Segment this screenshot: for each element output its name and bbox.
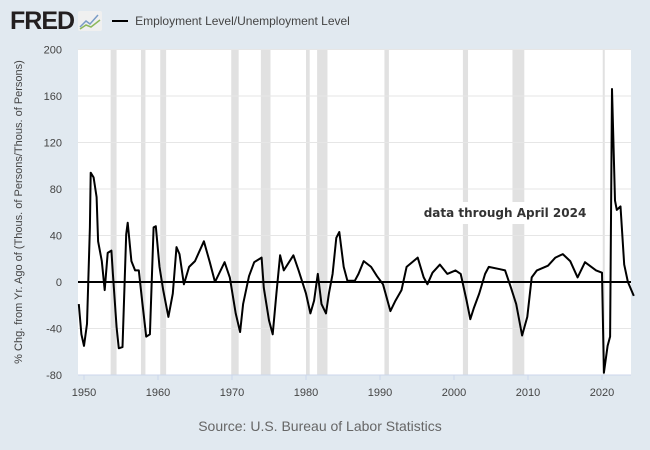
- annotation-text: data through April 2024: [424, 206, 587, 220]
- legend-label: Employment Level/Unemployment Level: [135, 14, 350, 28]
- recession-band: [231, 49, 239, 375]
- recession-band: [260, 49, 271, 375]
- y-tick-label: 80: [50, 184, 62, 196]
- recession-band: [384, 49, 389, 375]
- recession-band: [306, 49, 310, 375]
- x-tick-label: 1980: [294, 387, 318, 399]
- y-tick-label: 40: [50, 231, 62, 243]
- recession-band: [317, 49, 328, 375]
- x-tick-label: 1960: [146, 387, 170, 399]
- x-tick-label: 2010: [516, 387, 540, 399]
- chart-header: FRED Employment Level/Unemployment Level: [10, 6, 350, 36]
- annotation-bg: [428, 202, 583, 224]
- x-tick-label: 1950: [72, 387, 96, 399]
- y-tick-label: 160: [44, 91, 62, 103]
- y-tick-label: 120: [44, 138, 62, 150]
- x-tick-label: 1970: [220, 387, 244, 399]
- y-tick-label: -40: [46, 324, 62, 336]
- recession-band: [110, 49, 117, 375]
- y-tick-label: 0: [56, 277, 62, 289]
- y-axis-label: % Chg. from Yr. Ago of (Thous. of Person…: [13, 60, 25, 364]
- source-text: Source: U.S. Bureau of Labor Statistics: [198, 418, 442, 434]
- fred-chart-icon: [78, 11, 103, 31]
- x-tick-label: 2020: [590, 387, 614, 399]
- fred-logo[interactable]: FRED: [10, 6, 75, 35]
- recession-band: [602, 49, 605, 375]
- x-tick-label: 2000: [442, 387, 466, 399]
- y-tick-label: 200: [44, 45, 62, 57]
- legend-line-swatch: [112, 20, 129, 22]
- recession-band: [140, 49, 146, 375]
- series-line: [77, 88, 635, 374]
- recession-band: [160, 49, 167, 375]
- x-tick-label: 1990: [368, 387, 392, 399]
- y-tick-label: -80: [46, 370, 62, 382]
